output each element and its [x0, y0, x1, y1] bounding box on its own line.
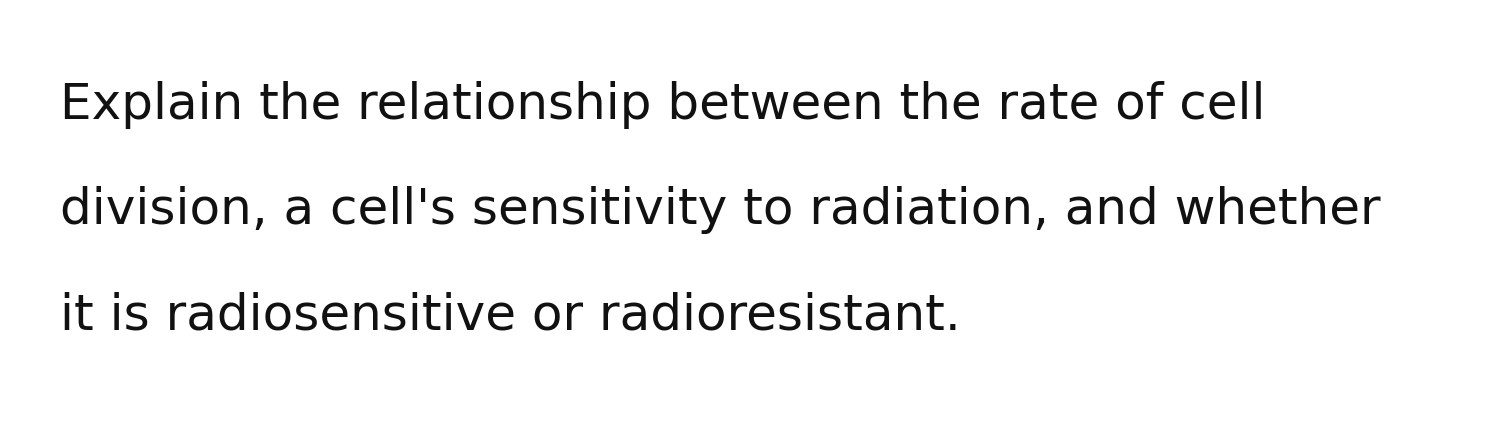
Text: Explain the relationship between the rate of cell: Explain the relationship between the rat… — [60, 81, 1266, 129]
Text: it is radiosensitive or radioresistant.: it is radiosensitive or radioresistant. — [60, 291, 960, 339]
Text: division, a cell's sensitivity to radiation, and whether: division, a cell's sensitivity to radiat… — [60, 186, 1380, 234]
